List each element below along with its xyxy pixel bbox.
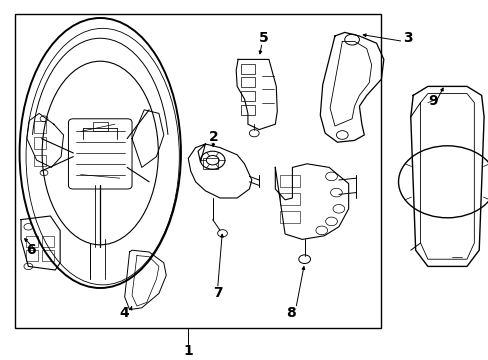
Text: 6: 6	[26, 243, 36, 257]
Text: 5: 5	[259, 31, 268, 45]
Text: 4: 4	[120, 306, 129, 320]
Bar	[280, 211, 299, 223]
Bar	[42, 250, 54, 261]
Text: 9: 9	[427, 94, 437, 108]
Text: 7: 7	[212, 287, 222, 300]
Text: 8: 8	[285, 306, 295, 320]
Bar	[241, 77, 254, 87]
Text: 1: 1	[183, 344, 193, 358]
Bar	[34, 137, 46, 149]
Bar	[280, 193, 299, 205]
Bar	[241, 64, 254, 74]
Bar	[15, 14, 381, 328]
Bar	[34, 121, 46, 133]
Bar	[42, 236, 54, 247]
Bar	[26, 236, 38, 247]
Text: 2: 2	[208, 130, 218, 144]
Bar	[280, 175, 299, 187]
Bar	[93, 122, 107, 131]
Bar	[26, 250, 38, 261]
Bar	[203, 158, 217, 169]
Bar	[34, 155, 46, 166]
Text: 3: 3	[403, 31, 412, 45]
Bar	[241, 105, 254, 115]
Bar	[241, 91, 254, 101]
